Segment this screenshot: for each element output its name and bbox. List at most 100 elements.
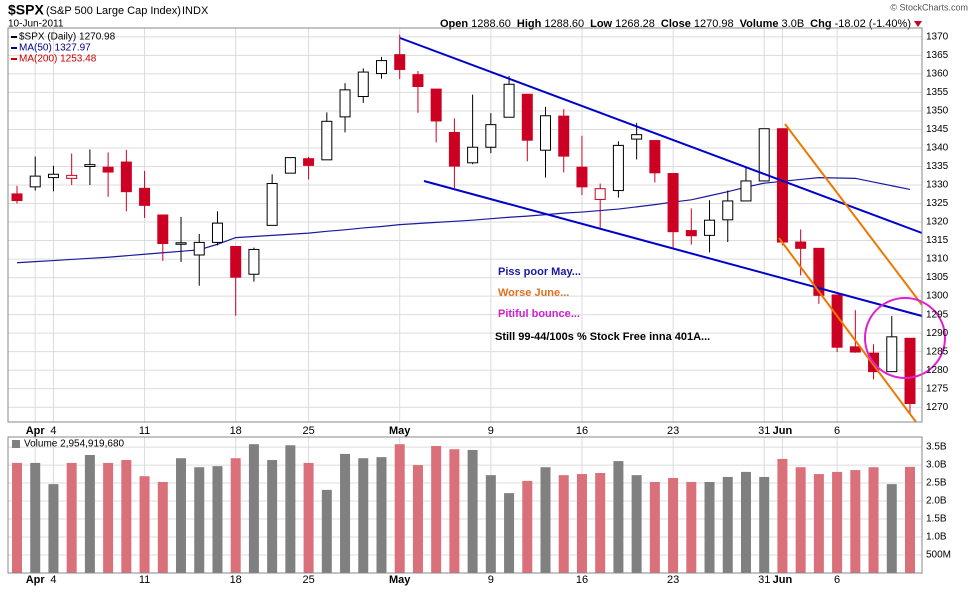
volume-bar <box>230 458 241 573</box>
x-tick-label: 11 <box>139 574 150 586</box>
candle-body <box>612 144 624 192</box>
y-tick-label: 1335 <box>926 161 949 172</box>
trend-lines <box>399 37 946 423</box>
candle-body <box>394 54 406 70</box>
candle-body <box>813 247 825 296</box>
quote: Open 1288.60 High 1288.60 Low 1268.28 Close 127… <box>440 18 911 30</box>
y-tick-label: 1345 <box>926 124 949 135</box>
volume-bar <box>449 449 460 573</box>
candle-body <box>193 241 205 256</box>
quote-value: -18.02 (-1.40%) <box>835 18 911 30</box>
candle-body <box>886 336 898 373</box>
y-tick-label: 1280 <box>926 365 949 376</box>
volume-bar <box>139 476 150 573</box>
annotation: Worse June... <box>498 287 569 299</box>
volume-bar <box>467 449 478 573</box>
candle-body <box>795 241 807 249</box>
candle-body <box>284 157 296 174</box>
volume-bar <box>12 462 22 573</box>
volume-bar <box>759 476 770 573</box>
x-tick-label: May <box>389 574 411 586</box>
candle-body <box>66 174 78 179</box>
y-tick-label: 1330 <box>926 180 949 191</box>
candle-body <box>558 115 570 157</box>
volume-bar <box>850 470 861 573</box>
trend-line <box>784 123 923 306</box>
y-tick-label: 1300 <box>926 291 949 302</box>
y-tick-label: 1275 <box>926 383 949 394</box>
x-tick-label: 18 <box>230 425 242 437</box>
candle-body <box>576 166 588 188</box>
quote-label: High <box>517 18 542 30</box>
volume-bar <box>905 466 915 573</box>
candle-body <box>704 219 716 236</box>
candle-body <box>102 166 114 173</box>
volume-bar <box>412 465 423 573</box>
volume-bar <box>832 471 843 573</box>
date: 10-Jun-2011 <box>8 19 64 30</box>
x-tick-label: 6 <box>834 425 840 437</box>
volume-bar <box>431 445 442 573</box>
symbol: $SPX <box>8 2 44 18</box>
volume-bar <box>649 481 660 573</box>
quote-label: Open <box>440 18 468 30</box>
x-tick-label: 16 <box>576 425 588 437</box>
candle-body <box>84 164 96 167</box>
volume-tick-label: 1.5B <box>926 514 947 525</box>
x-tick-label: 6 <box>834 574 840 586</box>
volume-bar <box>485 475 496 573</box>
quote-label: Chg <box>810 18 831 30</box>
y-tick-label: 1365 <box>926 50 949 61</box>
x-tick-label: May <box>389 425 411 437</box>
volume-tick-label: 2.5B <box>926 478 947 489</box>
volume-bar <box>267 460 278 573</box>
volume-tick-label: 3.0B <box>926 460 947 471</box>
y-tick-label: 1340 <box>926 143 949 154</box>
y-tick-label: 1325 <box>926 198 949 209</box>
legend-entry: MA(200) 1253.48 <box>19 54 97 65</box>
annotation: Pitiful bounce... <box>498 308 580 320</box>
volume-bar <box>30 462 41 573</box>
quote-value: 1288.60 <box>471 18 511 30</box>
x-tick-label: 9 <box>488 425 494 437</box>
annotation: Still 99-44/100s % Stock Free inna 401A.… <box>495 331 710 343</box>
volume-bar <box>176 458 187 573</box>
trend-line <box>399 37 923 234</box>
legend-entry: MA(50) 1327.97 <box>19 43 91 54</box>
volume-bar <box>504 493 515 573</box>
volume-bar <box>595 472 606 573</box>
x-tick-label: 25 <box>302 574 314 586</box>
x-tick-label: Jun <box>773 425 793 437</box>
y-tick-label: 1270 <box>926 402 949 413</box>
candle-body <box>266 183 278 226</box>
volume-bar <box>668 478 679 573</box>
trend-line <box>423 180 923 317</box>
volume-bar <box>777 458 788 573</box>
y-tick-label: 1315 <box>926 235 949 246</box>
quote-label: Low <box>590 18 612 30</box>
volume-bar <box>613 461 624 573</box>
x-tick-label: 23 <box>667 425 679 437</box>
volume-label: Volume 2,954,919,680 <box>24 439 125 450</box>
candle-body <box>904 337 916 404</box>
candle-body <box>521 93 533 141</box>
volume-bar <box>84 454 95 573</box>
y-tick-label: 1355 <box>926 87 949 98</box>
annotation: Piss poor May... <box>498 266 581 278</box>
highlight-circle <box>864 297 946 379</box>
x-tick-label: Apr <box>26 425 46 437</box>
volume-tick-label: 1.0B <box>926 532 947 543</box>
volume-bar <box>795 467 806 573</box>
volume-bar <box>868 467 879 573</box>
volume-bar <box>376 457 387 573</box>
index-name: (S&P 500 Large Cap Index) <box>46 5 181 17</box>
volume-bar <box>48 484 59 573</box>
x-tick-label: 23 <box>667 574 679 586</box>
volume-bar <box>813 474 824 573</box>
candle-body <box>776 128 788 243</box>
x-tick-label: 4 <box>50 425 56 437</box>
x-tick-label: 31 <box>758 574 770 586</box>
volume-bar <box>66 462 77 573</box>
x-tick-label: 25 <box>302 425 314 437</box>
y-tick-label: 1305 <box>926 272 949 283</box>
